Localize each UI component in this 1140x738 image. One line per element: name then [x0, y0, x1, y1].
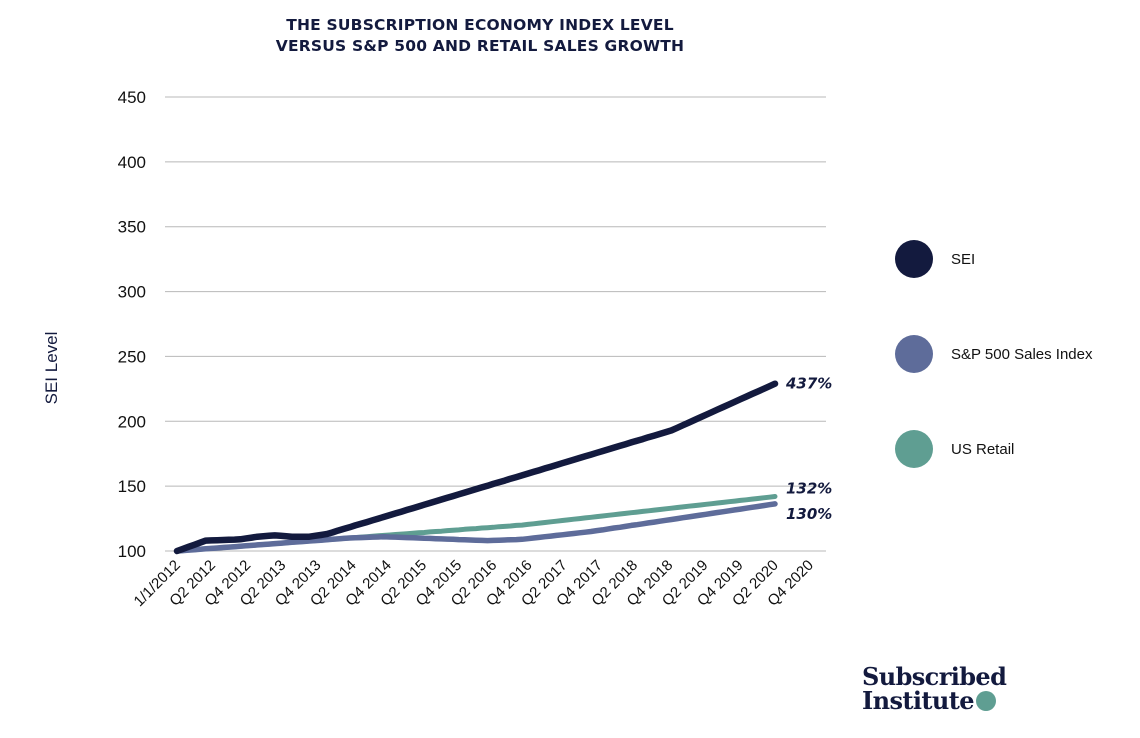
legend-swatch: [895, 430, 933, 468]
y-tick-label: 100: [118, 542, 146, 561]
legend-swatch: [895, 335, 933, 373]
logo-line-1: Subscribed: [862, 662, 1007, 691]
chart-title-line-1: THE SUBSCRIPTION ECONOMY INDEX LEVEL: [286, 16, 674, 34]
legend-item: US Retail: [895, 430, 1014, 468]
y-tick-label: 300: [118, 283, 146, 302]
y-tick-label: 350: [118, 218, 146, 237]
chart-title: THE SUBSCRIPTION ECONOMY INDEX LEVEL VER…: [190, 15, 770, 57]
end-value-label: 437%: [785, 375, 832, 393]
logo-dot: [975, 691, 996, 711]
end-value-label: 132%: [786, 480, 832, 498]
legend-item: SEI: [895, 240, 975, 278]
end-value-label: 130%: [786, 505, 832, 523]
legend-label: S&P 500 Sales Index: [951, 345, 1093, 363]
legend-item: S&P 500 Sales Index: [895, 335, 1093, 373]
series-line-s-p-500-sales-index: [174, 501, 778, 554]
logo-line-2-text: Institute: [862, 686, 974, 715]
legend-label: SEI: [951, 250, 976, 268]
y-tick-label: 250: [118, 347, 146, 366]
y-tick-label: 400: [118, 153, 146, 172]
logo-line-2: Institute: [862, 689, 1006, 713]
y-tick-label: 450: [118, 88, 146, 107]
legend-label: US Retail: [951, 440, 1015, 458]
legend-swatch: [895, 240, 933, 278]
y-tick-label: 150: [118, 477, 146, 496]
chart-title-line-2: VERSUS S&P 500 AND RETAIL SALES GROWTH: [275, 37, 685, 55]
y-tick-label: 200: [118, 412, 146, 431]
subscribed-institute-logo: Subscribed Institute: [862, 662, 1007, 713]
series-line-sei: [173, 380, 779, 555]
